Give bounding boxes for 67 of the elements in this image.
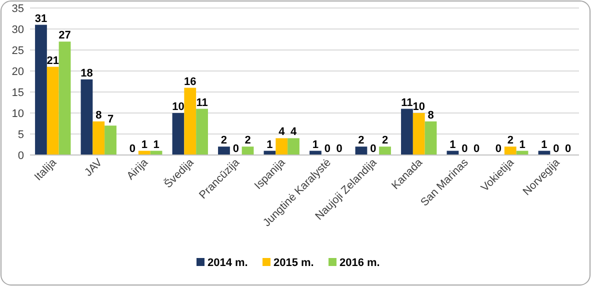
data-label: 1 [312, 138, 319, 151]
data-label: 0 [495, 143, 502, 155]
data-label: 27 [58, 30, 71, 42]
data-label: 1 [266, 138, 273, 151]
data-label: 2 [358, 134, 364, 147]
bar [401, 108, 413, 155]
y-tick-label: 25 [12, 44, 24, 57]
bar [80, 79, 93, 155]
bar [355, 146, 368, 155]
y-tick-label: 35 [12, 2, 24, 15]
data-label: 1 [519, 138, 526, 151]
bar [172, 113, 184, 155]
bar [218, 146, 230, 155]
bar [504, 146, 516, 155]
bar [196, 108, 208, 155]
data-label: 11 [401, 96, 413, 109]
data-label: 0 [473, 143, 480, 155]
data-label: 11 [196, 96, 208, 109]
legend-label: 2014 m. [208, 256, 248, 269]
bar [58, 42, 71, 155]
bar [424, 121, 437, 155]
data-label: 0 [129, 143, 136, 155]
legend-label: 2015 m. [274, 256, 314, 269]
y-tick-label: 30 [12, 24, 24, 36]
bar [104, 126, 116, 155]
data-label: 0 [564, 143, 572, 155]
data-label: 7 [107, 114, 114, 126]
data-label: 2 [507, 134, 514, 147]
data-label: 0 [370, 143, 376, 155]
y-tick-label: 0 [18, 150, 24, 162]
data-label: 8 [96, 109, 102, 122]
data-label: 21 [46, 54, 59, 67]
data-label: 4 [290, 126, 298, 138]
data-label: 2 [220, 134, 228, 147]
bar [379, 146, 391, 155]
bar [35, 24, 47, 155]
data-label: 0 [324, 143, 330, 155]
x-tick-label: JAV [82, 156, 106, 179]
y-tick-label: 15 [12, 86, 24, 99]
bar [184, 88, 196, 155]
bar [288, 138, 300, 155]
legend-label: 2016 m. [340, 256, 380, 269]
data-label: 10 [172, 101, 184, 113]
data-label: 8 [428, 109, 434, 122]
data-label: 18 [80, 67, 93, 80]
data-label: 10 [412, 101, 425, 113]
bar [92, 121, 105, 155]
data-label: 31 [34, 12, 48, 25]
y-tick-label: 20 [12, 66, 24, 78]
y-tick-label: 5 [18, 128, 24, 141]
data-label: 0 [336, 143, 342, 155]
data-label: 1 [450, 138, 456, 151]
data-label: 4 [278, 126, 286, 138]
data-label: 1 [141, 138, 148, 151]
bar [276, 138, 288, 155]
y-tick-label: 10 [12, 108, 24, 120]
bar [242, 146, 254, 155]
bar [46, 66, 59, 155]
data-label: 1 [153, 138, 160, 151]
data-label: 2 [382, 134, 388, 147]
data-label: 16 [184, 76, 196, 88]
bar [412, 113, 425, 155]
data-label: 0 [232, 143, 239, 155]
data-label: 1 [541, 138, 548, 151]
data-label: 2 [244, 134, 251, 147]
data-label: 0 [553, 143, 560, 155]
data-label: 0 [462, 143, 468, 155]
